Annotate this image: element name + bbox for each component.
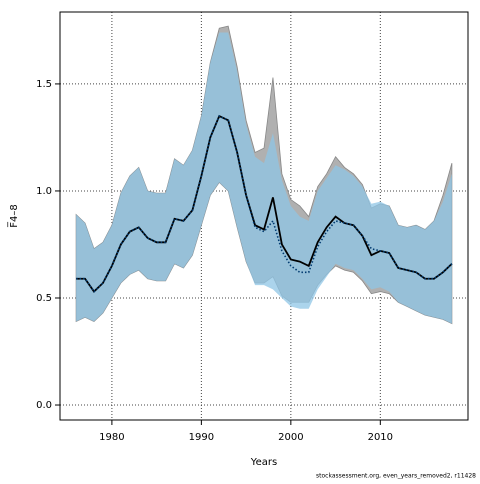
x-tick-label: 1990 [189, 432, 214, 443]
y-tick-label: 1.0 [36, 186, 52, 197]
x-tick-label: 1980 [99, 432, 124, 443]
y-tick-label: 1.5 [36, 79, 52, 90]
plot-frame [59, 11, 469, 421]
y-axis-label: F̅4–8 [7, 204, 20, 228]
estimate-line [76, 114, 453, 293]
x-axis-label: Years [250, 457, 277, 468]
x-tick-label: 2000 [278, 432, 303, 443]
confidence-band [76, 32, 452, 324]
y-tick-label: 0.0 [36, 400, 52, 411]
y-tick-label: 0.5 [36, 293, 52, 304]
x-tick-label: 2010 [368, 432, 393, 443]
footnote: stockassessment.org, even_years_removed2… [316, 473, 476, 480]
